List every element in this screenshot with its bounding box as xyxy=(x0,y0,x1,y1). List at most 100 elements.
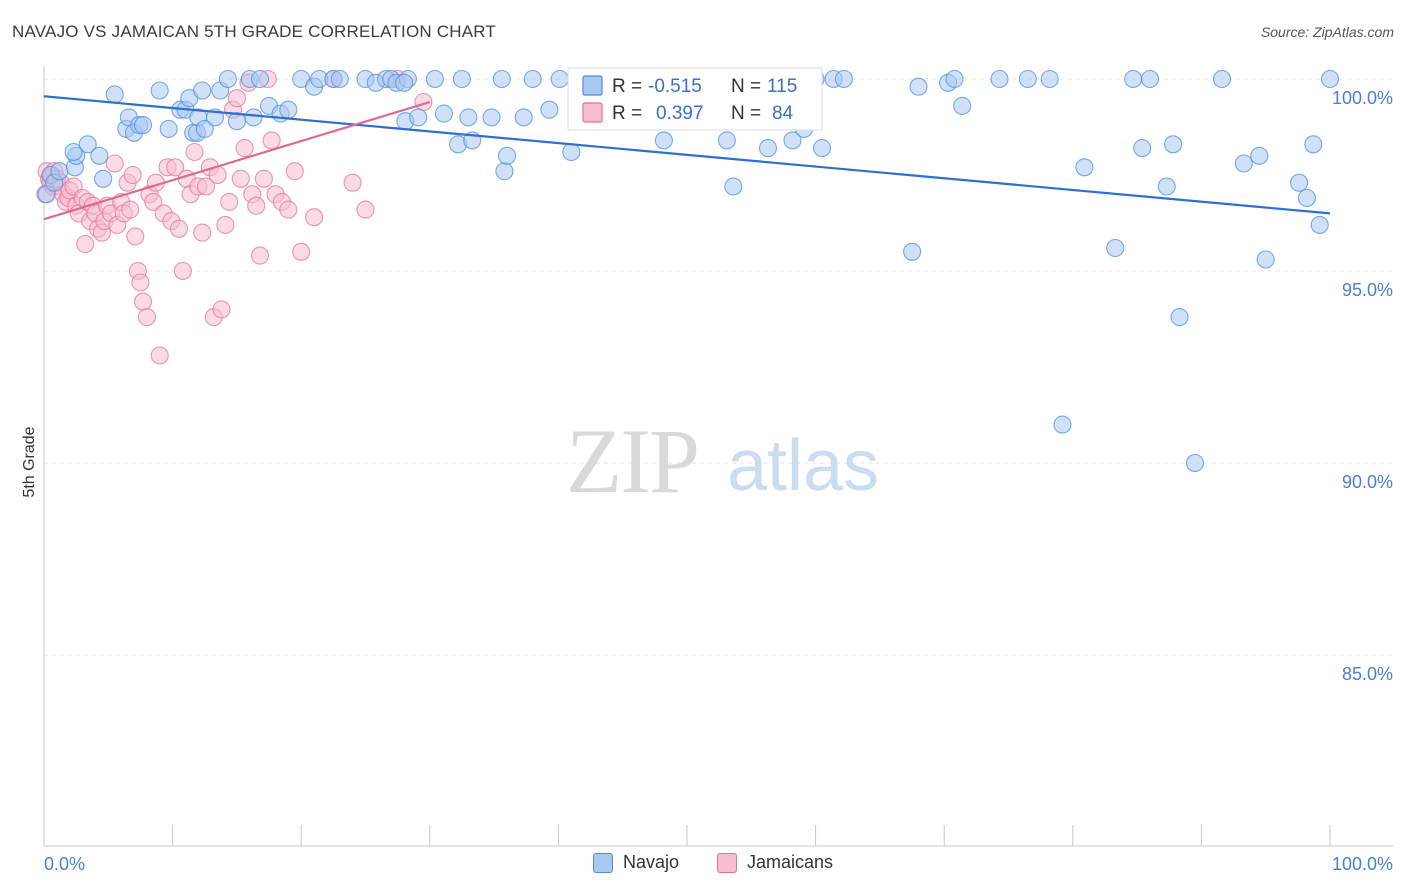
navajo-point-91 xyxy=(990,69,1009,89)
navajo-point-53 xyxy=(452,69,471,89)
source-label: Source: ZipAtlas.com xyxy=(1260,24,1394,40)
jamaicans-point-48 xyxy=(169,219,189,238)
y-axis-title: 5th Grade xyxy=(21,426,38,497)
legend-item-navajo: Navajo xyxy=(593,852,679,873)
jamaicans-trend-line xyxy=(43,100,431,221)
watermark-atlas: atlas xyxy=(727,426,879,506)
navajo-point-98 xyxy=(1133,139,1152,158)
navajo-point-32 xyxy=(250,69,270,89)
navajo-n-label: N = xyxy=(731,76,761,97)
jamaicans-point-78 xyxy=(305,208,324,227)
chart-title: NAVAJO VS JAMAICAN 5TH GRADE CORRELATION… xyxy=(12,22,497,41)
watermark-zip: ZIP xyxy=(566,410,698,512)
navajo-point-60 xyxy=(514,108,533,127)
navajo-trend-line xyxy=(43,95,1331,215)
y-tick-label-2: 90.0% xyxy=(1342,472,1393,492)
navajo-r-label: R = xyxy=(612,76,642,97)
jamaicans-point-18 xyxy=(76,235,95,254)
jamaicans-point-49 xyxy=(173,261,192,281)
jamaicans-point-72 xyxy=(262,131,281,150)
jamaicans-r-label: R = xyxy=(612,103,642,124)
navajo-stats-swatch xyxy=(582,75,603,96)
trend-lines xyxy=(43,95,1331,221)
navajo-point-87 xyxy=(909,77,928,96)
navajo-point-35 xyxy=(279,100,298,119)
navajo-point-94 xyxy=(1053,415,1072,434)
navajo-point-112 xyxy=(1320,69,1340,89)
navajo-point-58 xyxy=(495,162,514,181)
navajo-r-value: -0.515 xyxy=(648,76,702,97)
series-legend: Navajo Jamaicans xyxy=(0,852,1406,878)
navajo-point-7 xyxy=(78,135,97,154)
navajo-point-49 xyxy=(409,108,428,127)
navajo-point-57 xyxy=(492,69,511,89)
y-tick-label-3: 85.0% xyxy=(1342,664,1393,684)
navajo-point-104 xyxy=(1212,69,1232,89)
y-tick-labels: 100.0% 95.0% 90.0% 85.0% xyxy=(1332,88,1393,684)
navajo-point-108 xyxy=(1290,173,1309,192)
jamaicans-point-65 xyxy=(235,139,254,158)
navajo-point-97 xyxy=(1124,69,1143,89)
jamaicans-point-35 xyxy=(126,227,145,246)
jamaicans-point-69 xyxy=(250,246,270,265)
gridlines xyxy=(44,78,1393,656)
navajo-point-75 xyxy=(717,131,736,150)
navajo-point-105 xyxy=(1234,154,1253,173)
navajo-point-103 xyxy=(1185,453,1205,473)
navajo-point-101 xyxy=(1164,135,1183,154)
navajo-point-100 xyxy=(1157,177,1176,196)
stats-legend-box xyxy=(567,67,823,131)
navajo-point-3 xyxy=(50,162,69,181)
x-tick-label-min: 0.0% xyxy=(44,854,85,874)
jamaicans-point-54 xyxy=(193,223,212,242)
navajo-point-86 xyxy=(903,242,922,261)
jamaicans-point-43 xyxy=(150,346,169,365)
navajo-point-40 xyxy=(330,69,349,89)
navajo-point-92 xyxy=(1018,69,1037,89)
navajo-point-111 xyxy=(1310,215,1329,234)
navajo-point-102 xyxy=(1170,308,1189,327)
navajo-point-93 xyxy=(1040,69,1059,89)
navajo-point-95 xyxy=(1075,158,1094,177)
data-points xyxy=(36,69,1340,473)
y-tick-label-0: 100.0% xyxy=(1332,88,1393,108)
legend-label-jamaicans: Jamaicans xyxy=(747,852,834,872)
jamaicans-point-77 xyxy=(292,242,311,261)
legend-swatch-navajo xyxy=(593,852,613,873)
navajo-point-8 xyxy=(90,146,109,165)
jamaicans-point-80 xyxy=(343,173,362,192)
navajo-point-16 xyxy=(150,81,169,100)
navajo-point-96 xyxy=(1106,238,1125,258)
navajo-point-80 xyxy=(783,131,802,150)
navajo-point-50 xyxy=(425,69,444,89)
navajo-point-99 xyxy=(1140,69,1160,89)
navajo-point-83 xyxy=(812,139,832,158)
navajo-point-78 xyxy=(758,139,778,158)
jamaicans-point-63 xyxy=(227,89,246,108)
navajo-point-106 xyxy=(1250,146,1269,165)
navajo-point-76 xyxy=(724,177,743,196)
navajo-point-62 xyxy=(540,100,559,119)
navajo-point-6 xyxy=(64,142,83,162)
stats-legend: R = -0.515 N = 115 R = 0.397 N = 84 xyxy=(567,67,823,131)
navajo-point-28 xyxy=(218,69,237,89)
jamaicans-point-81 xyxy=(356,200,375,219)
navajo-point-10 xyxy=(105,85,124,104)
jamaicans-point-33 xyxy=(121,200,140,219)
navajo-point-85 xyxy=(834,69,853,89)
navajo-point-56 xyxy=(482,108,501,127)
jamaicans-point-38 xyxy=(133,292,153,311)
navajo-point-59 xyxy=(497,146,517,165)
navajo-point-54 xyxy=(459,108,478,127)
navajo-point-64 xyxy=(562,142,581,162)
jamaicans-r-value: 0.397 xyxy=(656,103,704,124)
navajo-point-107 xyxy=(1256,250,1275,269)
legend-swatch-jamaicans xyxy=(717,852,737,873)
navajo-point-47 xyxy=(395,73,414,92)
navajo-point-89 xyxy=(945,69,964,89)
jamaicans-point-76 xyxy=(285,162,304,181)
jamaicans-point-60 xyxy=(216,215,235,234)
jamaicans-point-47 xyxy=(166,158,185,177)
jamaicans-point-34 xyxy=(123,165,142,185)
